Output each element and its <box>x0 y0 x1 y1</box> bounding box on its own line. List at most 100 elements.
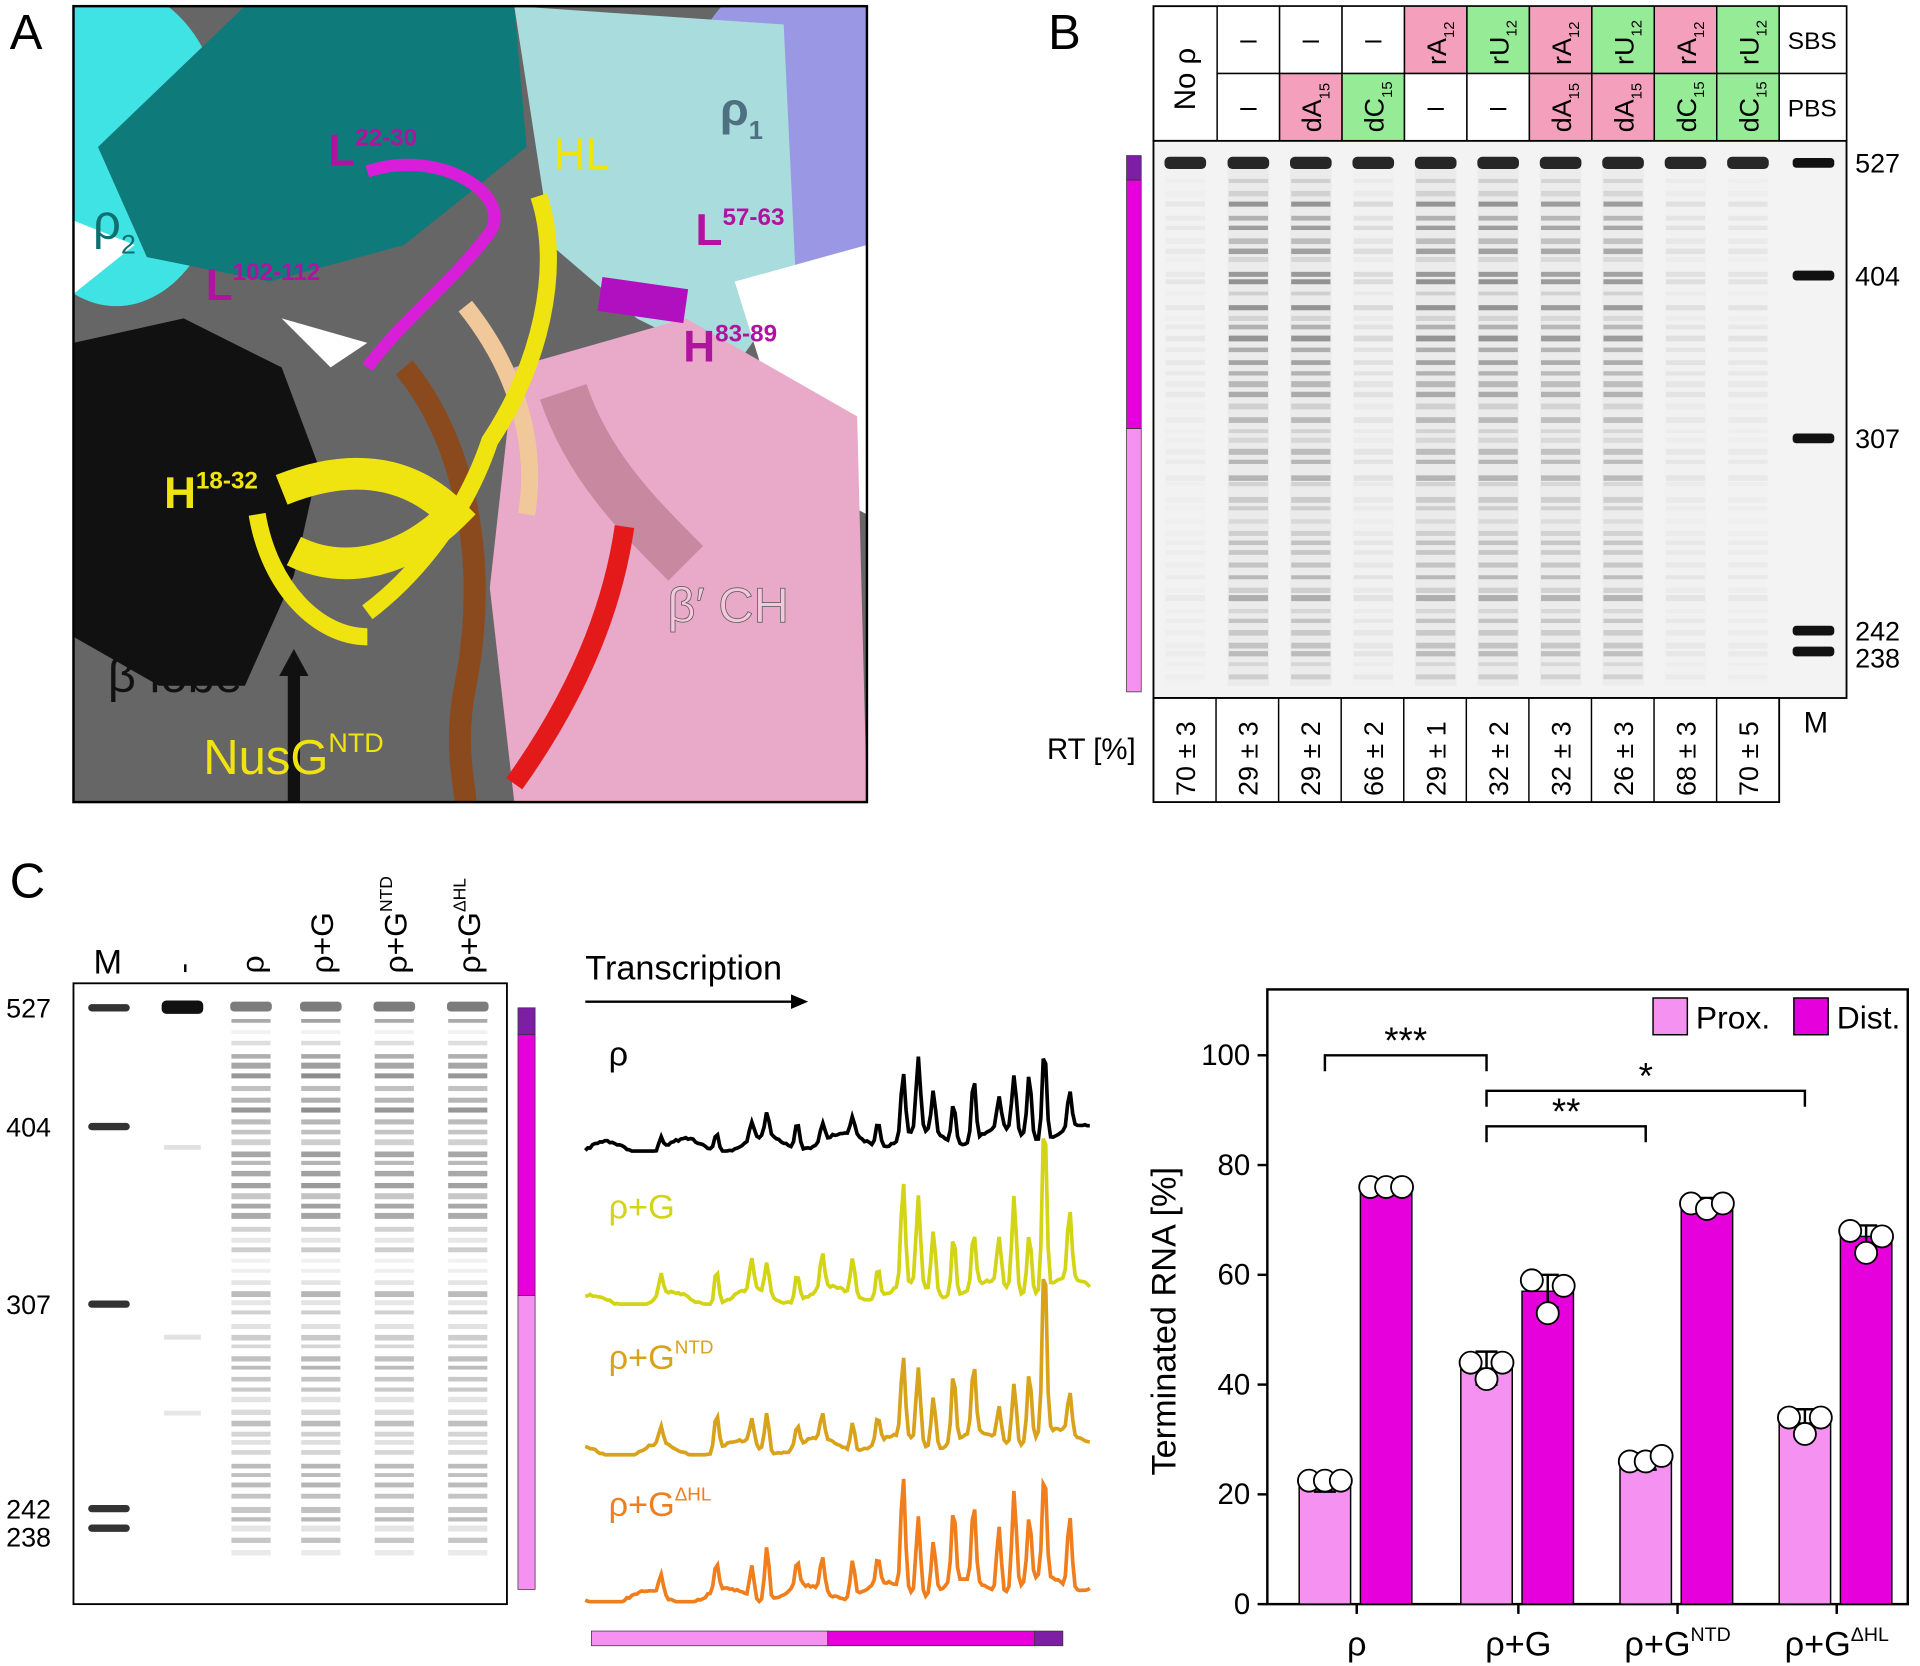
marker-size: 238 <box>6 1523 51 1553</box>
gel-band <box>1541 257 1581 262</box>
gel-band <box>1603 595 1643 602</box>
gel-band <box>1728 475 1768 481</box>
gel-band <box>1478 315 1518 322</box>
trace-label: ρ+GNTD <box>609 1337 714 1377</box>
gel-band <box>1541 279 1581 285</box>
gel-band <box>1228 519 1268 524</box>
gel-band <box>1603 662 1643 667</box>
gel-band <box>1541 225 1581 231</box>
gel-band <box>1477 156 1519 170</box>
gel-band <box>301 1396 341 1403</box>
gel-band <box>374 1193 414 1200</box>
structure-label-text: HL <box>553 130 609 179</box>
gel-band <box>1478 608 1518 614</box>
structure-label-superscript: 102-112 <box>233 259 321 286</box>
gel-band <box>374 1107 414 1113</box>
rt-value: 29 ± 3 <box>1234 721 1264 796</box>
gel-band <box>1666 630 1705 636</box>
lane-label-text: - <box>164 963 200 974</box>
gel-band <box>1416 417 1456 423</box>
gel-band <box>1478 562 1518 568</box>
gel-band <box>1353 381 1393 388</box>
gel-band <box>1478 371 1518 376</box>
gel-band <box>231 1107 271 1113</box>
table-cell <box>1653 72 1718 142</box>
gel-band <box>1228 437 1268 443</box>
gel-band <box>301 1365 341 1370</box>
bar <box>1680 1202 1734 1605</box>
gel-band <box>1291 630 1331 636</box>
gel-band <box>1291 381 1331 388</box>
gel-band <box>1728 541 1767 546</box>
gel-band <box>301 1482 341 1488</box>
marker-size: 242 <box>1855 616 1900 646</box>
gel-band <box>374 1097 414 1103</box>
legend-swatch <box>1652 997 1689 1036</box>
gel-band <box>1478 178 1518 184</box>
gel-band <box>1354 404 1393 410</box>
gel-band <box>1291 238 1331 245</box>
gel-band <box>374 1365 414 1370</box>
gel-band <box>1416 403 1456 410</box>
structure-label-text: L <box>696 206 723 255</box>
gel-band <box>1665 215 1706 221</box>
gel-band <box>231 1170 271 1177</box>
gel-band <box>1416 215 1456 221</box>
gel-band <box>1728 417 1767 423</box>
gel-band <box>1541 347 1581 353</box>
row-label: PBS <box>1788 95 1837 122</box>
trace-label: ρ+G <box>609 1188 675 1226</box>
gel-band <box>1728 279 1768 285</box>
gel-band <box>301 1537 341 1543</box>
gel-band <box>301 1525 341 1532</box>
gel-band <box>1416 608 1456 614</box>
marker-size: 404 <box>1855 261 1900 291</box>
gel-band <box>1665 391 1706 398</box>
gel-band <box>231 1054 271 1059</box>
gel-band <box>1291 575 1331 580</box>
gel-band <box>1666 179 1705 183</box>
gel-band <box>1291 335 1331 342</box>
gel-band <box>1227 156 1270 170</box>
gel-band <box>1416 674 1456 680</box>
gel-band <box>1728 225 1768 231</box>
rt-value: 32 ± 2 <box>1484 721 1514 796</box>
gel-band <box>448 1203 488 1209</box>
gel-band <box>448 1506 488 1513</box>
gel-band <box>1478 225 1518 231</box>
gel-band <box>1666 506 1705 510</box>
gel-band <box>1728 531 1767 536</box>
gel-band <box>374 1160 414 1165</box>
gel-band <box>1541 496 1581 503</box>
gel-band <box>1228 324 1268 330</box>
gel-band <box>1166 541 1205 546</box>
gel-band <box>1164 156 1207 170</box>
gel-band <box>374 1396 414 1403</box>
gel-band <box>1665 417 1706 423</box>
y-tick-label: 40 <box>1218 1368 1251 1401</box>
gel-band <box>374 1376 414 1382</box>
gel-band <box>1291 550 1331 555</box>
data-point <box>1792 1422 1817 1446</box>
trace-label: ρ <box>609 1035 629 1073</box>
gel-band <box>1541 437 1581 443</box>
gel-band <box>1603 459 1643 464</box>
gel-band <box>1228 530 1268 536</box>
gel-band <box>1603 324 1643 330</box>
gel-band <box>231 1537 271 1543</box>
condition-label-subscript: 15 <box>1380 81 1396 97</box>
data-point <box>1870 1224 1894 1249</box>
table-cell <box>1591 72 1656 142</box>
marker-size: 307 <box>6 1290 51 1320</box>
gel-band <box>1228 448 1268 455</box>
gel-band <box>1166 563 1205 568</box>
gel-band <box>1166 348 1205 353</box>
gel-band <box>448 1151 488 1158</box>
gel-band <box>1666 609 1705 613</box>
gel-band <box>1166 475 1205 481</box>
gel-band <box>374 1170 414 1177</box>
gel-band <box>1228 305 1268 311</box>
gel-band <box>231 1139 271 1146</box>
gel-band <box>1165 225 1205 231</box>
trace-label-superscript: ΔHL <box>675 1484 712 1505</box>
